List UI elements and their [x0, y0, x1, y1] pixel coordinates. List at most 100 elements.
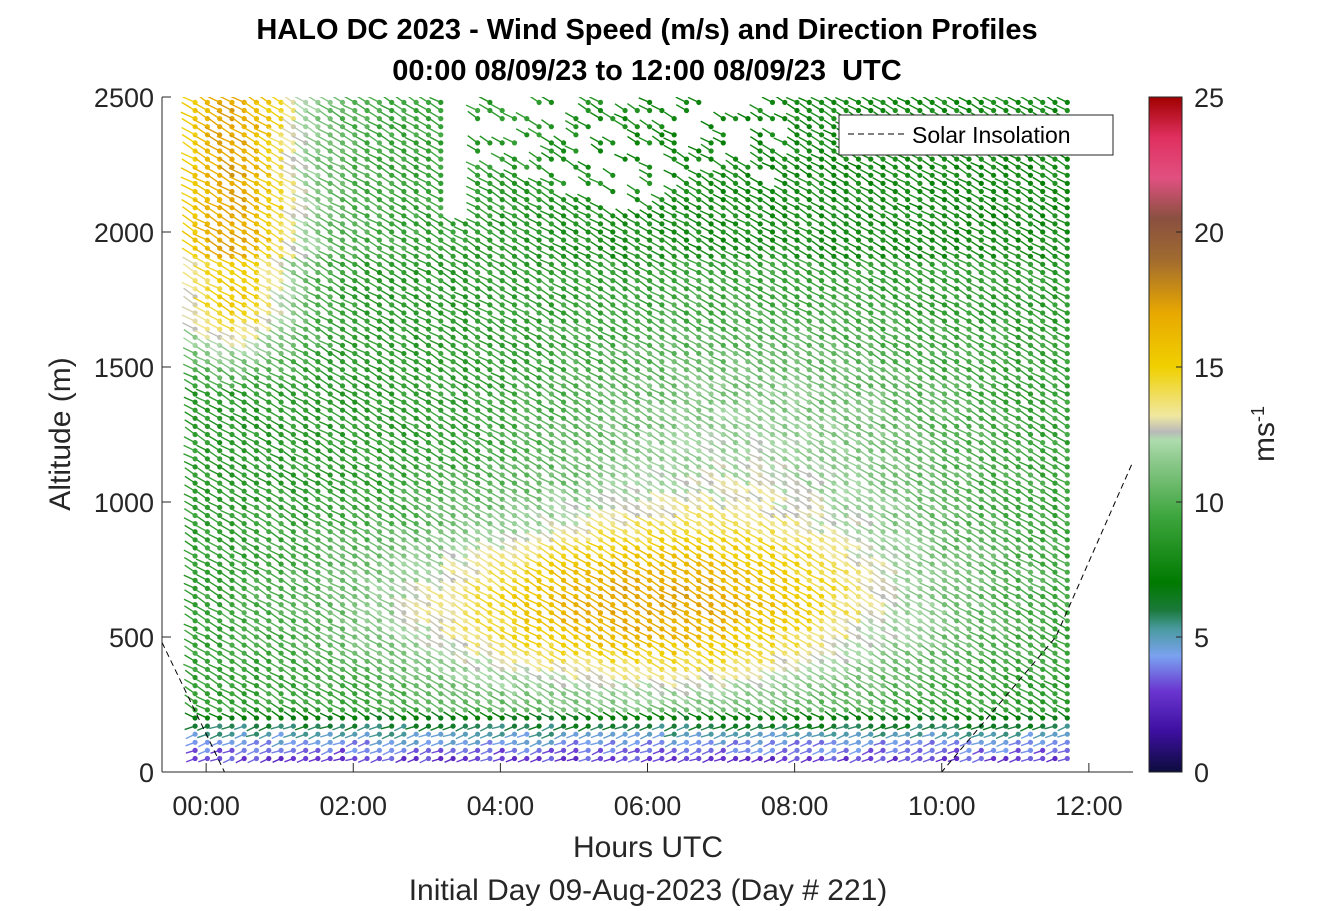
- wind-barb-point: [438, 610, 444, 616]
- wind-barb-point: [364, 237, 370, 243]
- wind-barb-shaft: [206, 189, 221, 201]
- wind-barb-point: [217, 334, 223, 340]
- wind-barb-point: [548, 205, 555, 211]
- wind-barb-point: [376, 529, 382, 535]
- wind-barb-point: [511, 188, 518, 195]
- wind-barb-point: [315, 666, 321, 673]
- wind-barb-point: [241, 367, 247, 373]
- wind-barb-point: [217, 610, 223, 616]
- wind-barb-point: [475, 253, 481, 259]
- wind-barb-shaft: [229, 176, 245, 185]
- wind-barb-point: [339, 602, 346, 608]
- wind-barb-point: [450, 747, 456, 754]
- wind-barb-point: [487, 286, 493, 292]
- wind-barb-point: [511, 464, 518, 470]
- wind-barb-point: [303, 375, 309, 381]
- wind-barb-point: [278, 383, 284, 389]
- wind-barb-point: [499, 658, 505, 664]
- wind-barb-point: [364, 318, 370, 324]
- wind-barb-point: [229, 755, 235, 762]
- wind-barb-point: [573, 755, 579, 762]
- wind-barb-point: [192, 553, 198, 559]
- wind-barb-point: [266, 626, 272, 632]
- wind-barb-point: [425, 116, 432, 122]
- wind-barb-point: [303, 399, 309, 405]
- wind-barb-point: [278, 391, 284, 397]
- wind-barb-point: [266, 440, 272, 446]
- wind-barb-point: [536, 537, 542, 543]
- wind-barb-point: [339, 472, 346, 478]
- wind-barb-point: [376, 334, 382, 340]
- wind-barb-shaft: [205, 158, 221, 168]
- wind-barb-point: [450, 383, 456, 389]
- wind-barb-point: [511, 229, 518, 235]
- wind-barb-point: [290, 610, 296, 616]
- wind-barb-point: [229, 342, 235, 348]
- wind-barb-point: [450, 342, 456, 348]
- wind-barb-point: [548, 124, 555, 130]
- wind-barb-point: [364, 707, 370, 713]
- wind-barb-point: [511, 116, 518, 122]
- wind-barb-shaft: [242, 126, 257, 136]
- wind-barb-point: [229, 286, 235, 292]
- wind-barb-shaft: [216, 142, 233, 152]
- wind-barb-point: [339, 464, 346, 470]
- wind-barb-point: [401, 350, 407, 357]
- wind-barb-point: [266, 569, 272, 575]
- wind-barb-point: [462, 318, 468, 324]
- wind-barb-point: [278, 666, 284, 673]
- wind-barb-point: [241, 553, 247, 559]
- wind-barb-point: [229, 715, 235, 721]
- wind-barb-point: [475, 334, 481, 340]
- wind-barb-point: [462, 488, 468, 494]
- wind-barb-point: [438, 512, 444, 519]
- wind-barb-shaft: [228, 248, 245, 257]
- wind-barb-point: [413, 172, 419, 178]
- wind-barb-shaft: [218, 222, 233, 233]
- wind-barb-shaft: [205, 247, 221, 257]
- wind-barb-shaft: [242, 157, 257, 168]
- wind-barb-point: [475, 326, 481, 332]
- wind-barb-point: [290, 456, 296, 462]
- wind-barb-point: [475, 148, 481, 154]
- wind-barb-point: [561, 261, 567, 267]
- wind-barb-point: [266, 691, 272, 697]
- wind-barb-point: [315, 577, 321, 583]
- wind-barb-point: [425, 310, 432, 316]
- wind-barb-point: [536, 124, 542, 130]
- wind-barb-point: [438, 107, 444, 114]
- wind-barb-point: [315, 699, 321, 705]
- wind-barb-shaft: [229, 159, 245, 168]
- wind-barb-point: [253, 723, 260, 729]
- wind-barb-point: [266, 610, 272, 616]
- wind-barb-point: [413, 286, 419, 292]
- wind-barb-point: [217, 440, 223, 446]
- wind-barb-point: [401, 488, 407, 494]
- wind-barb-point: [475, 731, 481, 737]
- wind-barb-point: [462, 359, 468, 365]
- wind-barb-point: [364, 269, 370, 276]
- wind-barb-point: [217, 691, 223, 697]
- wind-barb-point: [462, 456, 468, 462]
- wind-barb-point: [241, 569, 247, 575]
- wind-barb-point: [253, 496, 260, 502]
- wind-barb-point: [364, 140, 370, 146]
- wind-barb-point: [278, 699, 284, 705]
- wind-barb-point: [438, 124, 444, 130]
- wind-barb-point: [253, 707, 260, 713]
- wind-barb-point: [524, 164, 530, 170]
- wind-barb-point: [376, 715, 382, 721]
- wind-barb-point: [315, 116, 321, 122]
- wind-barb-point: [303, 423, 309, 429]
- wind-barb-point: [413, 723, 419, 729]
- wind-barb-point: [217, 504, 223, 510]
- wind-barb-point: [438, 367, 444, 373]
- wind-barb-point: [352, 383, 358, 389]
- wind-barb-shaft: [216, 135, 233, 144]
- wind-barb-shaft: [193, 182, 208, 193]
- wind-barb-point: [352, 172, 358, 178]
- wind-barb-point: [266, 488, 272, 494]
- wind-barb-point: [364, 731, 370, 737]
- wind-barb-point: [561, 747, 567, 754]
- wind-barb-point: [303, 650, 309, 656]
